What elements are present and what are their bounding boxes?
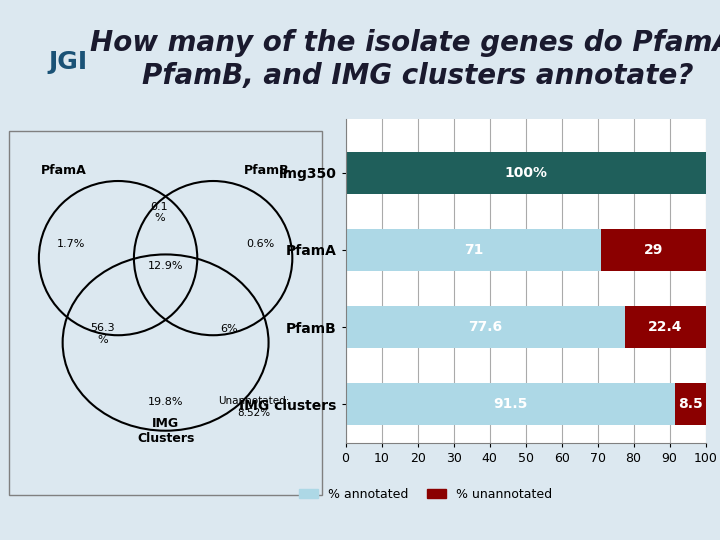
Text: 6%: 6% <box>220 323 238 334</box>
Bar <box>601 229 706 271</box>
Text: 12.9%: 12.9% <box>148 261 184 271</box>
Text: 100%: 100% <box>504 166 547 180</box>
Bar <box>346 383 675 426</box>
Text: 19.8%: 19.8% <box>148 397 184 407</box>
Text: 1.7%: 1.7% <box>56 239 85 249</box>
Bar <box>625 306 706 348</box>
Text: 22.4: 22.4 <box>648 320 683 334</box>
Bar <box>346 306 625 348</box>
Text: 8.5: 8.5 <box>678 397 703 411</box>
Text: 71: 71 <box>464 243 483 257</box>
Text: How many of the isolate genes do PfamA,
PfamB, and IMG clusters annotate?: How many of the isolate genes do PfamA, … <box>90 29 720 90</box>
Text: 0.6%: 0.6% <box>246 239 275 249</box>
Text: 91.5: 91.5 <box>493 397 528 411</box>
Bar <box>346 152 706 194</box>
Bar <box>675 383 706 426</box>
Text: IMG
Clusters: IMG Clusters <box>137 417 194 445</box>
Text: 0.1
%: 0.1 % <box>150 202 168 224</box>
Text: PfamA: PfamA <box>41 164 87 177</box>
Text: 56.3
%: 56.3 % <box>90 323 114 345</box>
Bar <box>346 229 601 271</box>
Text: PfamB: PfamB <box>244 164 289 177</box>
Text: 29: 29 <box>644 243 663 257</box>
Text: 77.6: 77.6 <box>468 320 503 334</box>
Text: JGI: JGI <box>49 50 88 74</box>
Text: Unannotated:
8.52%: Unannotated: 8.52% <box>219 396 290 418</box>
Legend: % annotated, % unannotated: % annotated, % unannotated <box>294 483 557 505</box>
